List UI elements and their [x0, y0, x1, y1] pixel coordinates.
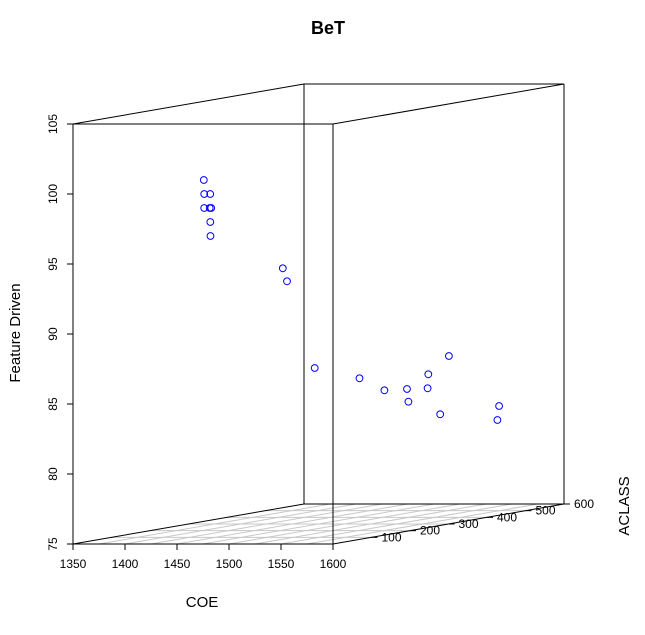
box-edge: [72, 503, 305, 545]
box-edge: [332, 83, 565, 125]
data-point: [355, 374, 364, 383]
data-point: [200, 190, 209, 198]
z-axis-label: Feature Driven: [7, 283, 24, 382]
data-point: [199, 176, 208, 184]
box-back-edges: [72, 83, 565, 545]
y-tick-label: 400: [497, 510, 517, 524]
data-point: [493, 416, 502, 424]
data-point: [206, 232, 215, 240]
y-tick-label: 100: [382, 530, 402, 544]
y-axis-label: ACLASS: [616, 476, 633, 535]
data-point: [206, 218, 215, 226]
box-edge: [72, 83, 305, 125]
x-tick-label: 1550: [268, 557, 295, 571]
z-axis-ticks: 75 80 85 90 95 100 105: [46, 114, 73, 551]
floor-grid: [98, 503, 539, 545]
data-point: [207, 204, 216, 212]
data-point: [403, 385, 411, 393]
x-tick-label: 1500: [216, 557, 243, 571]
data-points: [199, 176, 504, 424]
data-point: [404, 397, 413, 406]
z-tick-label: 85: [46, 397, 60, 411]
z-tick-label: 105: [46, 114, 60, 134]
data-point: [380, 386, 389, 395]
x-axis-ticks: 1350 1400 1450 1500 1550 1600: [60, 544, 347, 571]
z-tick-label: 95: [46, 257, 60, 271]
y-tick-label: 500: [536, 504, 556, 518]
data-point: [283, 277, 291, 286]
x-tick-label: 1450: [164, 557, 191, 571]
z-tick-label: 75: [46, 537, 60, 551]
data-point: [423, 384, 432, 393]
data-point: [445, 352, 453, 360]
data-point: [206, 190, 215, 198]
y-tick-label: 600: [574, 497, 594, 511]
x-axis-label: COE: [186, 594, 219, 611]
box-front-edges: [72, 83, 565, 545]
data-point: [424, 370, 433, 379]
data-point: [495, 402, 504, 410]
x-tick-label: 1600: [320, 557, 347, 571]
chart-title: BeT: [311, 18, 345, 38]
y-tick-label: 200: [420, 524, 440, 538]
x-tick-label: 1350: [60, 557, 87, 571]
z-tick-label: 80: [46, 467, 60, 481]
data-point: [436, 410, 445, 419]
x-tick-label: 1400: [112, 557, 139, 571]
z-tick-label: 100: [46, 184, 60, 204]
data-point: [310, 364, 319, 372]
data-point: [278, 264, 287, 273]
y-axis-ticks: 100 200 300 400 500 600: [371, 497, 594, 544]
z-tick-label: 90: [46, 327, 60, 341]
y-tick-label: 300: [459, 517, 479, 531]
